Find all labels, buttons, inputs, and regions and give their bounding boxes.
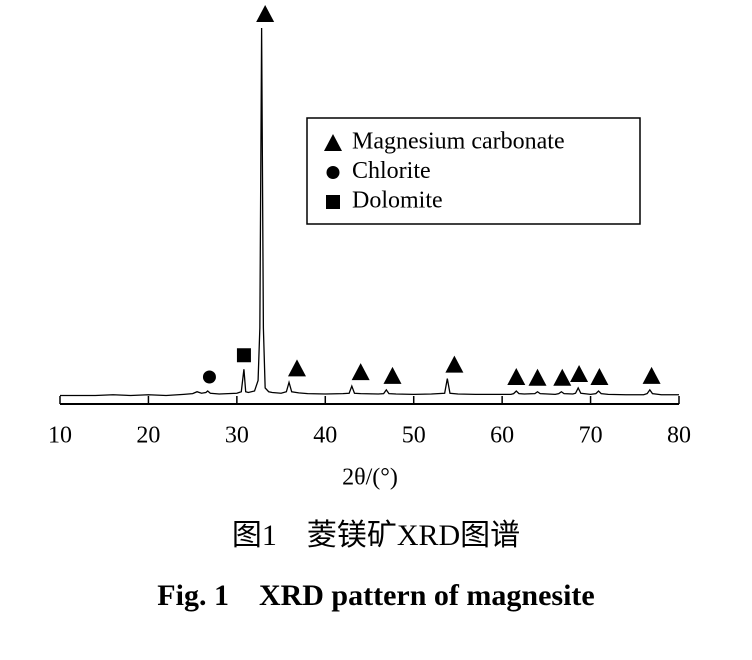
phase-marker [570, 365, 589, 382]
x-tick-label: 80 [667, 423, 691, 449]
legend-label: Dolomite [352, 188, 443, 214]
phase-marker [553, 368, 572, 386]
legend-box [306, 117, 641, 225]
legend-marker [326, 166, 340, 179]
phase-marker [287, 359, 306, 377]
phase-marker [445, 355, 464, 373]
x-tick-label: 50 [402, 423, 426, 449]
legend-marker [324, 134, 342, 151]
phase-marker [383, 366, 402, 384]
phase-marker [202, 370, 216, 384]
x-tick-label: 60 [490, 423, 514, 449]
xrd-line [60, 27, 679, 397]
phase-marker [256, 5, 275, 22]
phase-marker [528, 368, 547, 386]
legend-marker [326, 195, 340, 209]
x-axis-label: 2θ/(°) [342, 465, 398, 491]
phase-marker [507, 368, 526, 385]
caption-chinese: 图1 菱镁矿XRD图谱 [232, 519, 520, 552]
legend-label: Chlorite [352, 158, 431, 184]
phase-marker [642, 366, 661, 384]
x-tick-label: 40 [313, 423, 337, 449]
x-tick-label: 30 [225, 423, 249, 449]
phase-marker [351, 363, 370, 381]
legend-label: Magnesium carbonate [352, 129, 565, 155]
caption-english: Fig. 1 XRD pattern of magnesite [157, 579, 594, 612]
x-tick-label: 10 [48, 423, 72, 449]
phase-marker [236, 348, 251, 363]
x-tick-label: 20 [136, 423, 160, 449]
phase-marker [590, 368, 609, 385]
x-tick-label: 70 [579, 423, 603, 449]
